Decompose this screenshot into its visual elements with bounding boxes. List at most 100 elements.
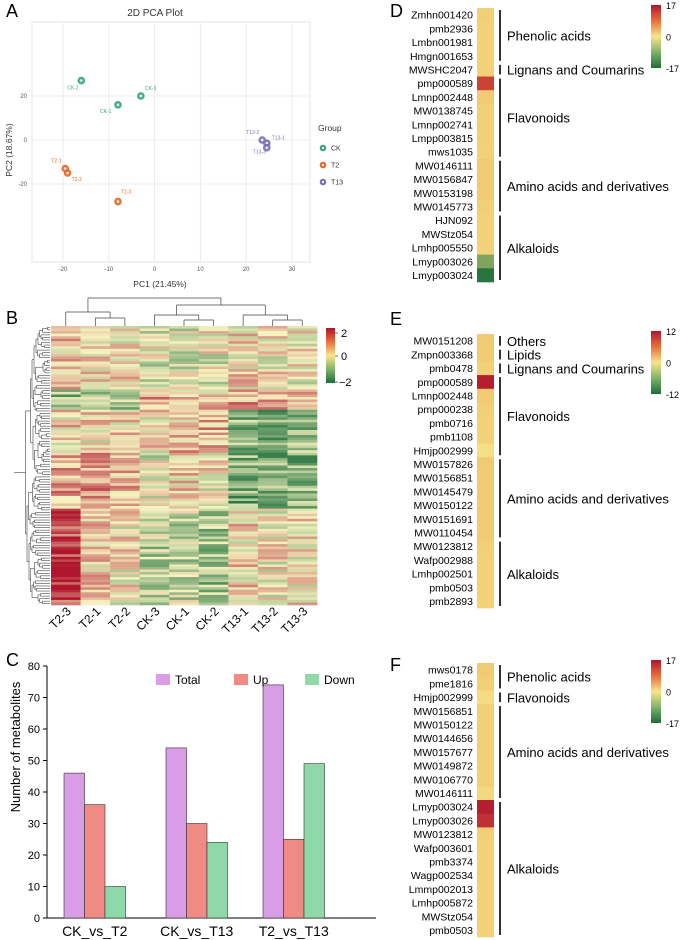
- pca-x-tick: 30: [289, 267, 296, 273]
- heatmap-cell: [139, 442, 170, 446]
- heatmap-cell: [198, 490, 229, 494]
- heatmap-cell: [198, 589, 229, 593]
- heatmap-cell: [169, 599, 200, 603]
- category-label: Phenolic acids: [507, 670, 591, 685]
- metabolite-label: MW0149872: [413, 761, 473, 773]
- heatmap-cell: [169, 556, 200, 560]
- fold-change-cell: [477, 186, 494, 201]
- fold-change-cell: [477, 361, 494, 376]
- heatmap-cell: [139, 386, 170, 390]
- heatmap-cell: [110, 526, 140, 530]
- heatmap-cell: [169, 572, 200, 575]
- heatmap-cell: [51, 407, 81, 410]
- heatmap-cell: [51, 521, 81, 525]
- heatmap-cell: [80, 495, 111, 499]
- heatmap-cell: [139, 353, 170, 357]
- heatmap-cell: [139, 356, 170, 360]
- heatmap-cell: [80, 503, 111, 507]
- heatmap-cell: [139, 480, 170, 484]
- metabolite-label: Lmnp002741: [412, 119, 473, 131]
- heatmap-cell: [198, 455, 229, 459]
- heatmap-cell: [287, 594, 318, 598]
- heatmap-cell: [169, 594, 200, 598]
- heatmap-cell: [51, 361, 81, 365]
- fold-change-cell: [477, 21, 494, 36]
- heatmap-cell: [169, 384, 200, 388]
- heatmap-cell: [139, 531, 170, 535]
- panel-label-a: A: [6, 1, 19, 21]
- heatmap-cell: [169, 546, 200, 550]
- heatmap-cell: [139, 483, 170, 487]
- heatmap-cell: [257, 468, 288, 471]
- fold-change-cell: [477, 676, 494, 691]
- heatmap-cell: [228, 341, 259, 345]
- heatmap-cell: [287, 386, 318, 390]
- heatmap-cell: [169, 602, 200, 606]
- heatmap-cell: [80, 584, 111, 588]
- heatmap-cell: [198, 442, 229, 446]
- category-label: Lipids: [507, 348, 541, 363]
- metabolite-label: Lmnp002448: [412, 391, 473, 403]
- heatmap-cell: [51, 483, 81, 487]
- heatmap-cell: [257, 397, 288, 400]
- heatmap-cell: [228, 521, 259, 525]
- heatmap-cell: [287, 508, 318, 512]
- heatmap-cell: [228, 506, 259, 509]
- heatmap-cell: [110, 397, 140, 400]
- fold-change-cell: [477, 800, 494, 814]
- heatmap-cell: [287, 566, 318, 570]
- heatmap-cell: [80, 381, 111, 385]
- heatmap-cell: [80, 564, 111, 568]
- fold-change-cell: [477, 416, 494, 431]
- heatmap-cell: [287, 490, 318, 494]
- heatmap-cell: [169, 531, 200, 535]
- heatmap-cell: [51, 592, 81, 596]
- heatmap-cell: [257, 435, 288, 438]
- heatmap-cell: [80, 394, 111, 398]
- heatmap-cell: [51, 498, 81, 502]
- heatmap-cell: [80, 544, 111, 547]
- heatmap-column-label: CK-3: [133, 604, 162, 633]
- heatmap-cell: [169, 381, 200, 385]
- heatmap-cell: [198, 488, 229, 492]
- heatmap-cell: [139, 455, 170, 459]
- heatmap-cell: [198, 432, 229, 436]
- heatmap-cell: [257, 574, 288, 578]
- heatmap-cell: [51, 531, 81, 535]
- heatmap-cell: [169, 412, 200, 416]
- heatmap-column-label: T13-3: [278, 604, 310, 636]
- heatmap-cell: [169, 379, 200, 383]
- heatmap-cell: [139, 328, 170, 332]
- metabolite-label: MW0123812: [413, 829, 473, 841]
- heatmap-cell: [169, 597, 200, 601]
- heatmap-column-label: CK-2: [192, 604, 221, 633]
- heatmap-cell: [287, 333, 318, 337]
- heatmap-cell: [110, 488, 140, 492]
- heatmap-cell: [139, 394, 170, 398]
- heatmap-cell: [257, 602, 288, 606]
- heatmap-cell: [51, 333, 81, 337]
- heatmap-cell: [80, 374, 111, 378]
- heatmap-cell: [139, 404, 170, 408]
- heatmap-cell: [139, 493, 170, 497]
- heatmap-cell: [169, 435, 200, 438]
- heatmap-cell: [139, 336, 170, 339]
- heatmap-cell: [257, 331, 288, 334]
- heatmap-cell: [51, 572, 81, 575]
- heatmap-cell: [51, 371, 81, 375]
- heatmap-cell: [169, 569, 200, 573]
- heatmap-cell: [80, 457, 111, 461]
- heatmap-column-label: T2-1: [76, 604, 104, 632]
- heatmap-cell: [169, 338, 200, 342]
- heatmap-cell: [257, 536, 288, 540]
- heatmap-cell: [110, 511, 140, 514]
- heatmap-cell: [257, 501, 288, 504]
- heatmap-cell: [51, 546, 81, 550]
- heatmap-cell: [257, 526, 288, 530]
- heatmap-cell: [257, 452, 288, 456]
- heatmap-cell: [198, 582, 229, 586]
- heatmap-cell: [198, 371, 229, 375]
- heatmap-cell: [228, 518, 259, 522]
- fold-change-cell: [477, 717, 494, 732]
- heatmap-cell: [287, 602, 318, 606]
